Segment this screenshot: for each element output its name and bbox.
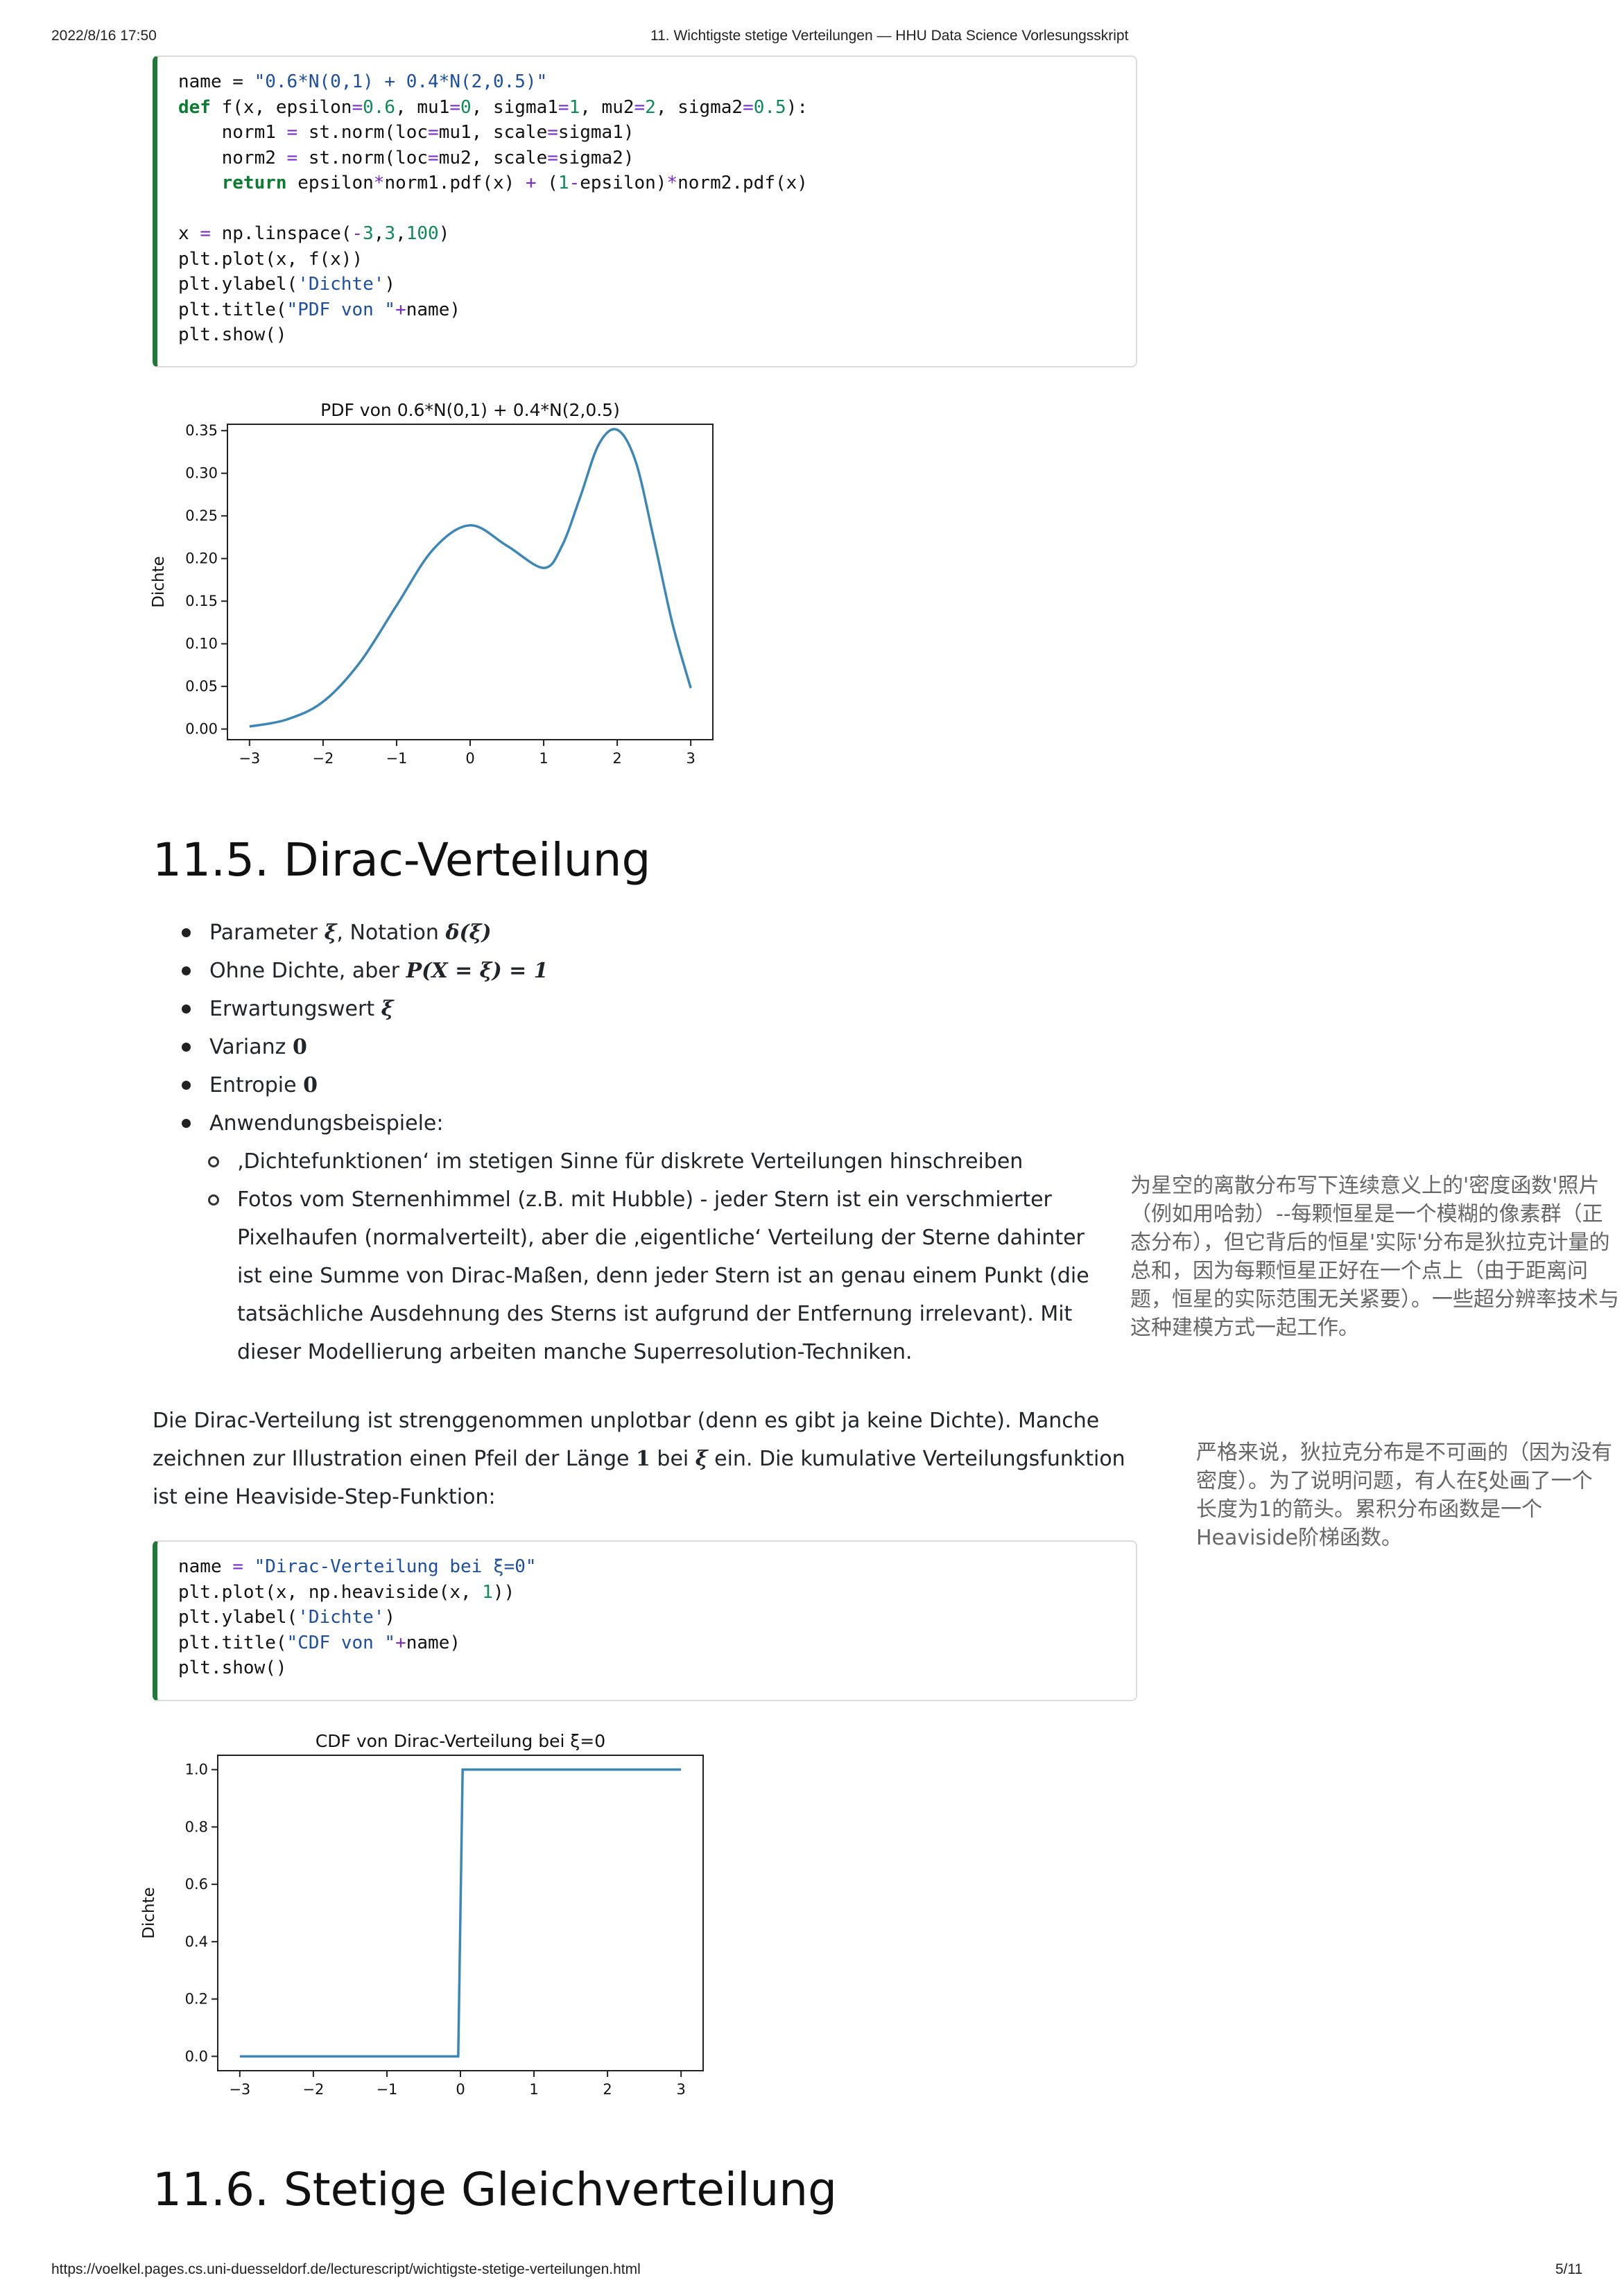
chart-title: CDF von Dirac-Verteilung bei ξ=0	[316, 1731, 605, 1751]
list-item: Entropie 0	[182, 1066, 1152, 1104]
code-line: x = np.linspace(-3,3,100)	[178, 223, 450, 244]
examples-sublist: ‚Dichtefunktionen‘ im stetigen Sinne für…	[208, 1142, 1152, 1371]
y-axis-label: Dichte	[140, 1887, 158, 1939]
code-line: def f(x, epsilon=0.6, mu1=0, sigma1=1, m…	[178, 96, 808, 118]
code-line: norm2 = st.norm(loc=mu2, scale=sigma2)	[178, 147, 634, 168]
code-line: name = "0.6*N(0,1) + 0.4*N(2,0.5)"	[178, 71, 548, 92]
code-line: plt.title("CDF von "+name)	[178, 1632, 461, 1653]
y-tick-label: 0.10	[185, 636, 218, 652]
dirac-paragraph: Die Dirac-Verteilung ist strenggenommen …	[153, 1409, 1125, 1509]
y-tick-label: 0.25	[185, 507, 218, 524]
y-tick-label: 1.0	[185, 1762, 208, 1778]
y-tick-label: 0.00	[185, 721, 218, 738]
code-line: name = "Dirac-Verteilung bei ξ=0"	[178, 1556, 537, 1577]
x-tick-label: 0	[456, 2081, 465, 2098]
pdf-chart: PDF von 0.6*N(0,1) + 0.4*N(2,0.5) Dichte −…	[150, 400, 714, 767]
section-heading-dirac: 11.5. Dirac-Verteilung	[153, 833, 651, 887]
code-line: plt.plot(x, np.heaviside(x, 1))	[178, 1581, 515, 1603]
list-item: Varianz 0	[182, 1028, 1152, 1066]
translation-note-dirac: 严格来说，狄拉克分布是不可画的（因为没有密度）。为了说明问题，有人在ξ处画了一个…	[1196, 1441, 1612, 1550]
list-item: Erwartungswert ξ	[182, 990, 1152, 1028]
x-tick-label: −3	[229, 2081, 250, 2098]
code-cell-pdf[interactable]: name = "0.6*N(0,1) + 0.4*N(2,0.5)" def f…	[153, 55, 1137, 367]
x-tick-label: −1	[376, 2081, 397, 2098]
x-tick-label: 0	[465, 750, 474, 767]
code-line: plt.plot(x, f(x))	[178, 248, 363, 270]
print-page-title: 11. Wichtigste stetige Verteilungen — HH…	[650, 28, 1129, 44]
y-tick-label: 0.35	[185, 422, 218, 439]
code-line: norm1 = st.norm(loc=mu1, scale=sigma1)	[178, 122, 634, 143]
x-tick-label: 1	[529, 2081, 538, 2098]
code-line: plt.ylabel('Dichte')	[178, 274, 396, 295]
y-tick-label: 0.6	[185, 1876, 208, 1893]
code-line: plt.show()	[178, 1658, 287, 1678]
x-tick-label: −2	[302, 2081, 324, 2098]
x-tick-label: 3	[686, 750, 695, 767]
list-item: Anwendungsbeispiele: ‚Dichtefunktionen‘ …	[182, 1104, 1152, 1371]
list-item: ‚Dichtefunktionen‘ im stetigen Sinne für…	[208, 1142, 1152, 1181]
y-axis-label: Dichte	[150, 556, 168, 608]
cdf-chart: CDF von Dirac-Verteilung bei ξ=0 Dichte −3…	[140, 1731, 704, 2098]
x-tick-label: 1	[539, 750, 548, 767]
print-timestamp: 2022/8/16 17:50	[51, 28, 157, 44]
plot-frame	[227, 424, 714, 740]
print-page-number: 5/11	[1555, 2261, 1583, 2277]
series-line	[249, 428, 692, 728]
y-tick-label: 0.20	[185, 550, 218, 567]
x-tick-label: −3	[239, 750, 260, 767]
y-tick-label: 0.4	[185, 1933, 208, 1950]
y-tick-label: 0.2	[185, 1991, 208, 2008]
x-tick-label: 2	[612, 750, 621, 767]
dirac-properties-list: Parameter ξ, Notation δ(ξ) Ohne Dichte, …	[182, 914, 1152, 1371]
y-tick-label: 0.8	[185, 1818, 208, 1835]
list-item: Ohne Dichte, aber P(X = ξ) = 1	[182, 952, 1152, 990]
list-item: Parameter ξ, Notation δ(ξ)	[182, 914, 1152, 952]
print-url: https://voelkel.pages.cs.uni-duesseldorf…	[51, 2261, 641, 2277]
list-item: Fotos vom Sternenhimmel (z.B. mit Hubble…	[208, 1181, 1097, 1371]
y-tick-label: 0.30	[185, 465, 218, 482]
code-cell-cdf[interactable]: name = "Dirac-Verteilung bei ξ=0" plt.pl…	[153, 1540, 1137, 1701]
y-tick-label: 0.0	[185, 2048, 208, 2064]
section-heading-uniform: 11.6. Stetige Gleichverteilung	[153, 2163, 838, 2216]
chart-title: PDF von 0.6*N(0,1) + 0.4*N(2,0.5)	[320, 400, 620, 420]
code-line: return epsilon*norm1.pdf(x) + (1-epsilon…	[221, 173, 808, 193]
x-tick-label: 3	[676, 2081, 685, 2098]
x-tick-label: 2	[603, 2081, 612, 2098]
x-tick-label: −1	[386, 750, 407, 767]
y-tick-label: 0.05	[185, 678, 218, 695]
series-line	[239, 1768, 682, 2058]
code-line: plt.ylabel('Dichte')	[178, 1607, 396, 1628]
translation-note-stars: 为星空的离散分布写下连续意义上的'密度函数'照片（例如用哈勃）--每颗恒星是一个…	[1130, 1174, 1619, 1340]
x-tick-label: −2	[312, 750, 334, 767]
code-line: plt.title("PDF von "+name)	[178, 299, 461, 320]
y-tick-label: 0.15	[185, 593, 218, 609]
code-line: plt.show()	[178, 324, 287, 345]
